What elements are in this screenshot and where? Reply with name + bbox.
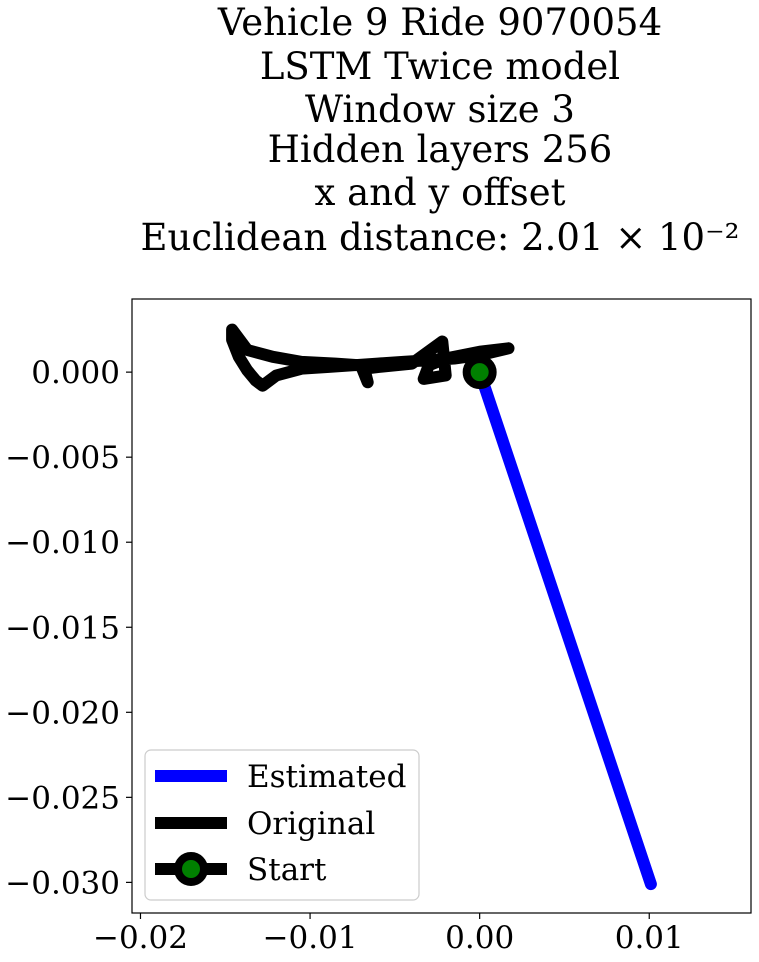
legend-label: Original — [247, 806, 375, 842]
y-tick-label: −0.025 — [5, 780, 120, 816]
x-tick-label: 0.01 — [615, 920, 684, 956]
legend-marker — [174, 852, 208, 886]
title-line: Euclidean distance: 2.01 × 10⁻² — [141, 216, 740, 259]
title-line: Hidden layers 256 — [268, 128, 613, 171]
y-axis: 0.000 −0.005 −0.010 −0.015 −0.020 −0.025 −0.03… — [5, 355, 132, 901]
series-original-line — [226, 323, 515, 392]
x-tick-label: −0.02 — [93, 920, 188, 956]
title-line: LSTM Twice model — [260, 45, 620, 88]
y-tick-label: −0.005 — [5, 440, 120, 476]
y-tick-label: −0.015 — [5, 610, 120, 646]
legend: Estimated Original Start — [144, 749, 420, 901]
title-line: Vehicle 9 Ride 9070054 — [217, 1, 662, 44]
y-tick-label: −0.030 — [5, 865, 120, 901]
axes-frame — [131, 298, 752, 914]
plot-area — [226, 323, 657, 891]
y-tick-label: −0.020 — [5, 695, 120, 731]
title-line: Window size 3 — [305, 88, 575, 131]
y-tick-label: −0.010 — [5, 525, 120, 561]
start-marker — [462, 355, 497, 390]
title-line: x and y offset — [315, 171, 566, 214]
x-axis: −0.02 −0.01 0.00 0.01 — [93, 913, 684, 956]
legend-label: Estimated — [247, 759, 406, 795]
x-tick-label: −0.01 — [263, 920, 358, 956]
y-tick-label: 0.000 — [31, 355, 120, 391]
series-estimated-line — [473, 366, 657, 891]
x-tick-label: 0.00 — [445, 920, 514, 956]
legend-label: Start — [247, 852, 327, 888]
legend-box — [144, 749, 420, 901]
